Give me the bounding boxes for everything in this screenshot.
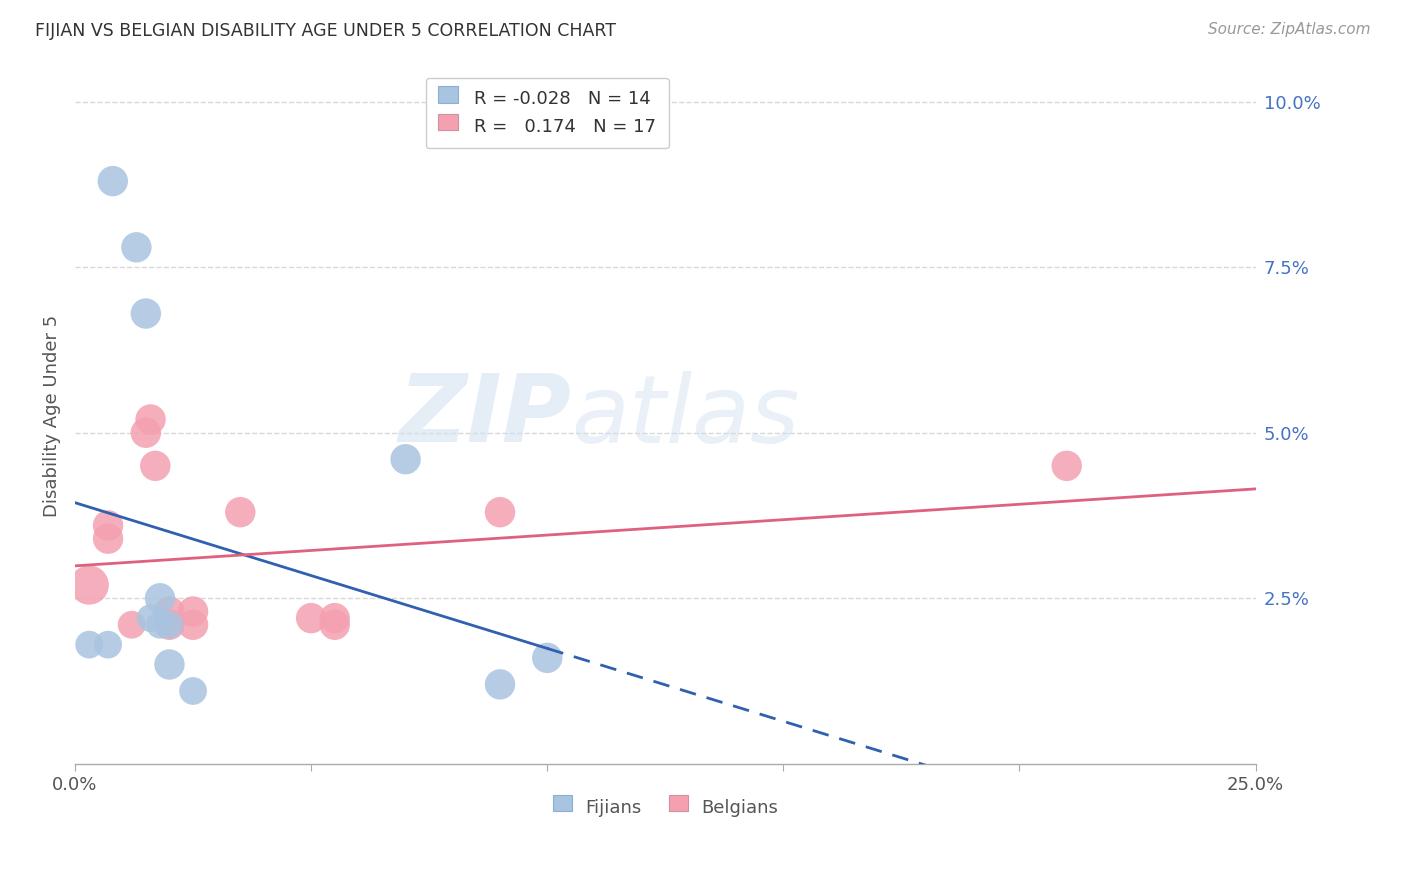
Point [139,412,162,426]
Point [97,518,120,533]
Point [489,505,512,519]
Point [149,617,172,632]
Point [323,611,346,625]
Point [135,306,157,320]
Legend: Fijians, Belgians: Fijians, Belgians [546,791,785,824]
Point [159,617,181,632]
Point [97,638,120,652]
Point [77,578,100,592]
Point [97,532,120,546]
Text: Source: ZipAtlas.com: Source: ZipAtlas.com [1208,22,1371,37]
Point [159,605,181,619]
Point [135,425,157,440]
Point [394,452,416,467]
Point [1056,458,1078,473]
Point [139,611,162,625]
Point [121,617,143,632]
Text: atlas: atlas [571,371,799,462]
Point [536,651,558,665]
Point [159,617,181,632]
Point [181,605,204,619]
Point [149,591,172,606]
Text: FIJIAN VS BELGIAN DISABILITY AGE UNDER 5 CORRELATION CHART: FIJIAN VS BELGIAN DISABILITY AGE UNDER 5… [35,22,616,40]
Point [181,617,204,632]
Point [101,174,124,188]
Point [125,240,148,254]
Point [143,458,166,473]
Point [229,505,252,519]
Point [489,677,512,691]
Point [323,617,346,632]
Y-axis label: Disability Age Under 5: Disability Age Under 5 [44,315,60,517]
Point [159,657,181,672]
Text: ZIP: ZIP [398,370,571,462]
Point [77,638,100,652]
Point [181,684,204,698]
Point [299,611,322,625]
